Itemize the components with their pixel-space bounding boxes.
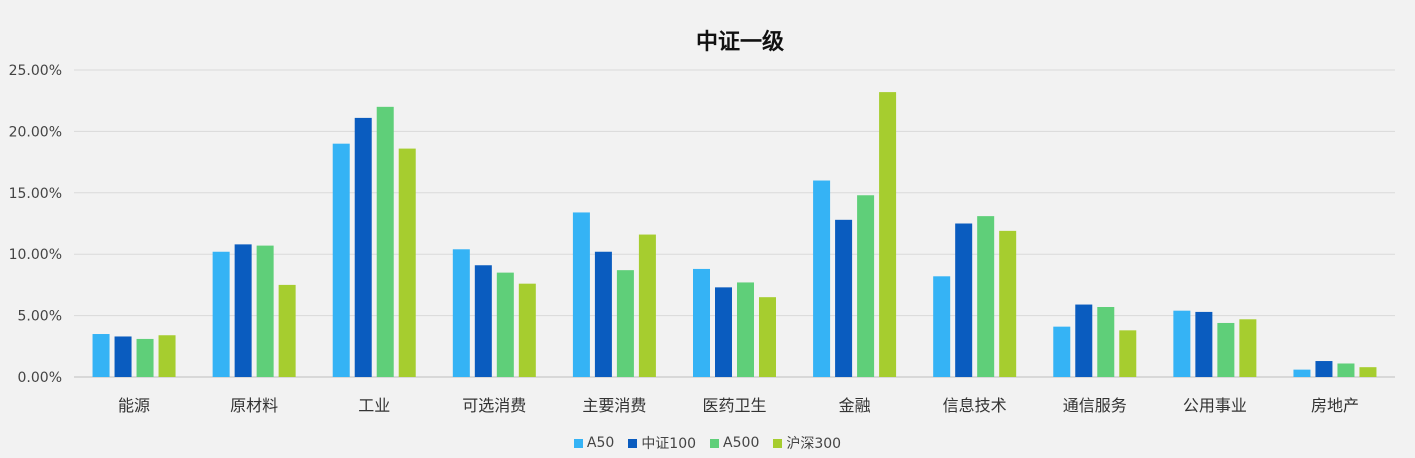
bar xyxy=(1119,330,1137,377)
bar xyxy=(136,338,154,377)
bar xyxy=(1195,311,1213,377)
legend-swatch xyxy=(573,438,583,448)
bar xyxy=(518,283,536,377)
bar xyxy=(452,249,470,377)
legend-item: 沪深300 xyxy=(773,433,841,453)
chart-legend: A50 中证100 A500 沪深300 xyxy=(0,433,1415,453)
y-tick-label: 10.00% xyxy=(9,247,62,263)
bar xyxy=(496,272,514,377)
legend-label: A50 xyxy=(586,435,615,451)
bar xyxy=(1359,367,1377,377)
bar xyxy=(256,245,274,377)
bar xyxy=(616,270,634,377)
legend-swatch xyxy=(628,438,638,448)
bar xyxy=(212,251,230,377)
x-tick-label: 公用事业 xyxy=(1183,396,1247,415)
bar xyxy=(857,195,875,377)
x-tick-label: 房地产 xyxy=(1311,396,1359,415)
bar xyxy=(1239,319,1257,377)
legend-item: A500 xyxy=(710,433,759,453)
bar xyxy=(1217,322,1235,377)
x-tick-label: 原材料 xyxy=(230,396,278,415)
bar xyxy=(1293,369,1311,377)
bar xyxy=(715,287,732,377)
y-tick-label: 5.00% xyxy=(18,309,62,325)
x-tick-label: 可选消费 xyxy=(462,396,526,415)
bar xyxy=(354,117,372,377)
legend-label: 中证100 xyxy=(641,436,697,452)
bar xyxy=(693,268,710,377)
y-tick-label: 20.00% xyxy=(9,124,62,140)
legend-item: 中证100 xyxy=(628,433,696,453)
legend-label: A500 xyxy=(723,435,760,451)
x-tick-label: 医药卫生 xyxy=(702,396,766,415)
bar xyxy=(1337,363,1355,377)
bar xyxy=(737,282,754,377)
bar xyxy=(1053,326,1071,377)
y-tick-label: 25.00% xyxy=(9,63,62,79)
bar xyxy=(572,212,590,377)
x-tick-label: 信息技术 xyxy=(943,396,1007,415)
bar xyxy=(158,335,176,377)
bar xyxy=(1173,310,1191,377)
bar xyxy=(594,251,612,377)
bar xyxy=(638,234,656,377)
bar xyxy=(332,143,350,377)
legend-item: A50 xyxy=(573,433,615,453)
legend-swatch xyxy=(773,438,783,448)
bar xyxy=(1315,361,1333,377)
x-tick-label: 工业 xyxy=(358,396,390,415)
chart-title: 中证一级 xyxy=(695,30,784,55)
bar xyxy=(835,219,853,377)
bar xyxy=(278,284,296,377)
bar xyxy=(234,244,252,377)
bar xyxy=(92,334,110,377)
bar xyxy=(474,265,492,377)
bar xyxy=(813,180,831,377)
x-tick-label: 主要消费 xyxy=(582,396,646,415)
x-tick-label: 能源 xyxy=(118,396,150,415)
x-tick-label: 通信服务 xyxy=(1063,396,1127,415)
bar xyxy=(977,216,995,377)
bar xyxy=(114,336,132,377)
legend-label: 沪深300 xyxy=(786,436,842,452)
bar xyxy=(398,148,416,377)
bar xyxy=(933,276,951,377)
bar xyxy=(999,230,1017,377)
y-tick-label: 15.00% xyxy=(9,186,62,202)
bar xyxy=(879,92,897,377)
bar xyxy=(376,106,394,377)
y-tick-label: 0.00% xyxy=(18,370,62,386)
legend-swatch xyxy=(710,438,720,448)
bar xyxy=(1097,307,1115,377)
bar xyxy=(1075,304,1093,377)
x-tick-label: 金融 xyxy=(839,396,871,415)
bar xyxy=(759,297,776,377)
bar xyxy=(955,223,973,377)
